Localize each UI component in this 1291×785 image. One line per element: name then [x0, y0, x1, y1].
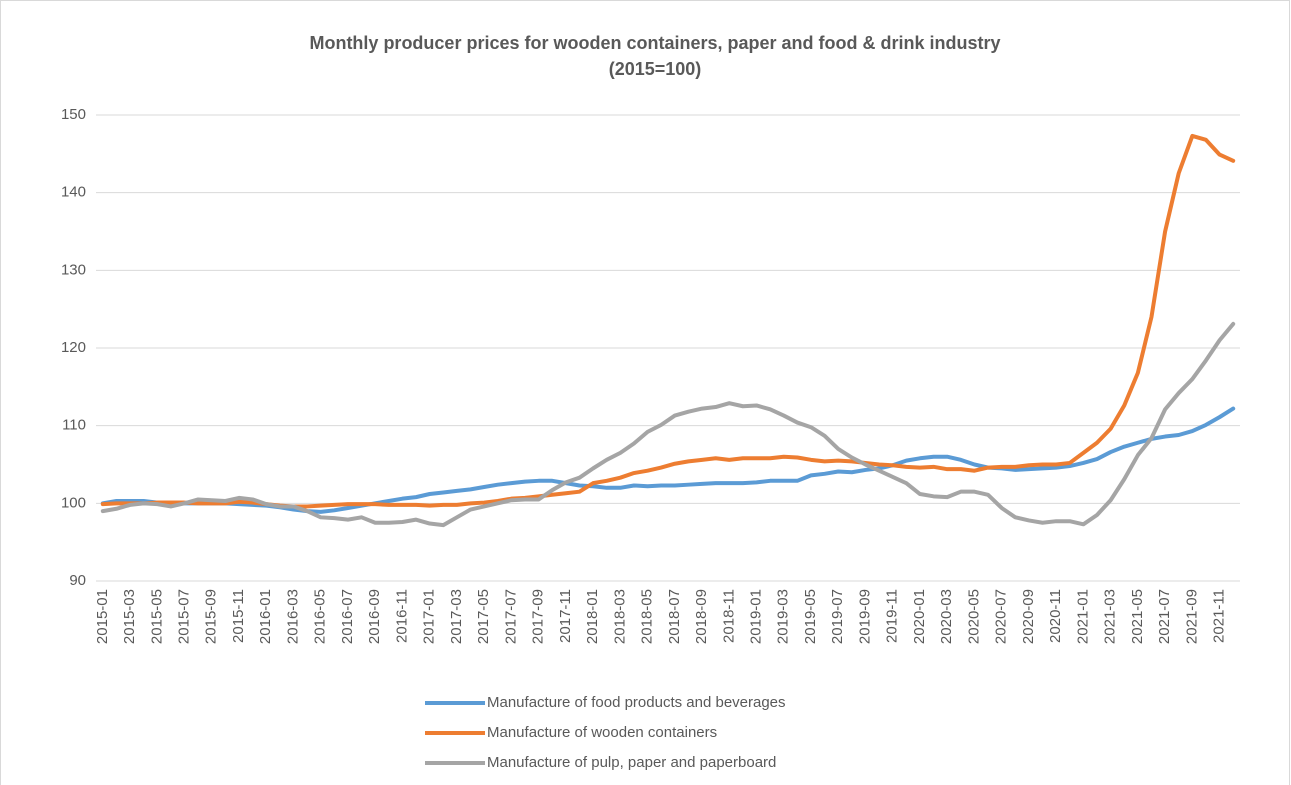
x-tick-label: 2019-03: [775, 589, 792, 644]
x-tick-label: 2015-07: [175, 589, 192, 644]
x-tick-label: 2015-11: [230, 589, 247, 643]
y-tick-label: 110: [62, 417, 86, 434]
legend-label: Manufacture of food products and beverag…: [487, 694, 786, 711]
x-tick-label: 2021-05: [1129, 589, 1146, 644]
x-tick-label: 2019-01: [747, 589, 764, 644]
y-tick-label: 100: [61, 494, 86, 511]
x-tick-label: 2021-11: [1211, 589, 1228, 643]
x-tick-label: 2015-01: [94, 589, 111, 644]
x-tick-label: 2021-09: [1183, 589, 1200, 644]
x-tick-label: 2020-03: [938, 589, 955, 644]
x-tick-label: 2017-09: [530, 589, 547, 644]
x-tick-label: 2020-05: [965, 589, 982, 644]
x-tick-label: 2021-07: [1156, 589, 1173, 644]
y-tick-label: 120: [61, 339, 86, 356]
chart-title: Monthly producer prices for wooden conta…: [309, 33, 1000, 53]
y-tick-label: 140: [61, 184, 86, 201]
y-tick-label: 130: [61, 261, 86, 278]
x-tick-label: 2020-01: [911, 589, 928, 644]
y-tick-label: 150: [61, 106, 86, 123]
x-tick-label: 2017-07: [502, 589, 519, 644]
x-tick-label: 2018-03: [611, 589, 628, 644]
series-line: [100, 133, 1236, 509]
x-tick-label: 2020-09: [1020, 589, 1037, 644]
x-tick-label: 2016-09: [366, 589, 383, 644]
x-tick-label: 2020-11: [1047, 589, 1064, 643]
x-tick-label: 2018-09: [693, 589, 710, 644]
x-tick-label: 2016-03: [284, 589, 301, 644]
x-tick-label: 2017-03: [448, 589, 465, 644]
x-tick-label: 2019-09: [856, 589, 873, 644]
x-tick-label: 2019-05: [802, 589, 819, 644]
legend-label: Manufacture of wooden containers: [487, 724, 717, 741]
x-tick-label: 2016-11: [393, 589, 410, 643]
x-tick-label: 2018-07: [666, 589, 683, 644]
x-tick-label: 2016-01: [257, 589, 274, 644]
y-tick-label: 90: [69, 572, 86, 589]
x-tick-label: 2017-05: [475, 589, 492, 644]
x-tick-label: 2021-01: [1074, 589, 1091, 644]
legend-label: Manufacture of pulp, paper and paperboar…: [487, 754, 776, 771]
x-tick-label: 2015-03: [121, 589, 138, 644]
x-tick-label: 2017-11: [557, 589, 574, 643]
x-tick-label: 2019-11: [884, 589, 901, 643]
x-tick-label: 2018-05: [639, 589, 656, 644]
x-tick-label: 2015-05: [148, 589, 165, 644]
x-tick-label: 2016-05: [312, 589, 329, 644]
x-tick-label: 2018-01: [584, 589, 601, 644]
series-line: [100, 321, 1236, 528]
chart-subtitle: (2015=100): [609, 59, 702, 79]
series-line: [100, 406, 1236, 514]
x-tick-label: 2016-07: [339, 589, 356, 644]
x-tick-label: 2015-09: [203, 589, 220, 644]
x-tick-label: 2020-07: [993, 589, 1010, 644]
x-tick-label: 2021-03: [1102, 589, 1119, 644]
x-tick-label: 2019-07: [829, 589, 846, 644]
x-tick-label: 2017-01: [421, 589, 438, 644]
x-tick-label: 2018-11: [720, 589, 737, 643]
